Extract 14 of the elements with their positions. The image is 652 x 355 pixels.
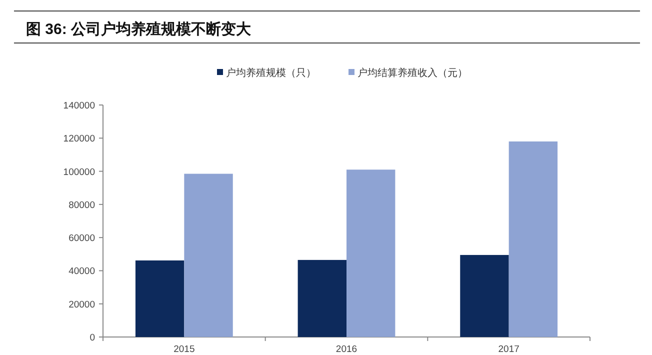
- legend-label: 户均结算养殖收入（元）: [358, 67, 468, 79]
- y-tick-label: 80000: [68, 200, 95, 211]
- y-tick-label: 100000: [63, 166, 95, 178]
- legend-label: 户均养殖规模（只）: [226, 67, 316, 79]
- y-tick-label: 20000: [68, 299, 95, 310]
- x-tick-label: 2017: [498, 344, 520, 355]
- y-tick-label: 40000: [68, 266, 95, 278]
- title: 图 36: 公司户均养殖规模不断变大: [26, 21, 252, 38]
- y-tick-label: 140000: [63, 100, 95, 112]
- y-tick-label: 0: [90, 332, 95, 344]
- y-tick-label: 120000: [63, 134, 95, 145]
- x-tick-label: 2015: [174, 344, 195, 355]
- y-tick-label: 60000: [68, 233, 95, 244]
- x-tick-label: 2016: [336, 344, 358, 355]
